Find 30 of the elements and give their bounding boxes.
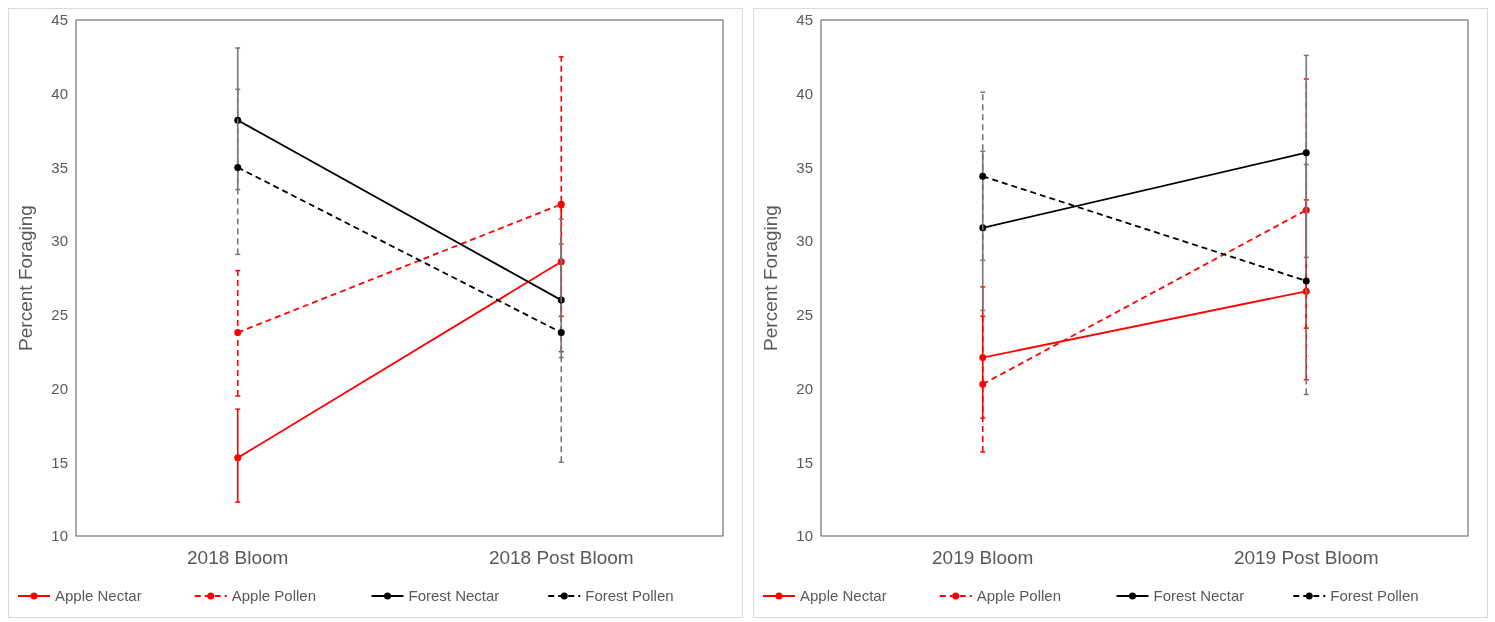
y-tick-label: 30 xyxy=(51,232,68,250)
y-axis-title: Percent Foraging xyxy=(15,205,36,351)
y-axis-title: Percent Foraging xyxy=(760,205,781,351)
x-tick-label: 2018 Post Bloom xyxy=(488,547,634,568)
legend-label: Apple Pollen xyxy=(231,587,316,605)
y-tick-label: 30 xyxy=(796,232,813,250)
y-tick-label: 25 xyxy=(796,306,813,324)
y-tick-label: 35 xyxy=(51,158,68,176)
legend-label: Apple Nectar xyxy=(800,587,887,605)
y-tick-label: 20 xyxy=(796,379,813,397)
y-tick-label: 35 xyxy=(796,158,813,176)
legend-label: Forest Pollen xyxy=(1330,587,1419,605)
x-tick-label: 2019 Bloom xyxy=(932,547,1034,568)
x-tick-label: 2018 Bloom xyxy=(187,547,289,568)
legend-label: Apple Pollen xyxy=(976,587,1061,605)
x-tick-label: 2019 Post Bloom xyxy=(1233,547,1379,568)
y-tick-label: 45 xyxy=(51,11,68,29)
legend-label: Forest Pollen xyxy=(585,587,674,605)
y-tick-label: 15 xyxy=(51,453,68,471)
y-tick-label: 45 xyxy=(796,11,813,29)
y-tick-label: 40 xyxy=(51,84,68,102)
y-tick-label: 40 xyxy=(796,84,813,102)
legend-label: Forest Nectar xyxy=(1153,587,1245,605)
y-tick-label: 10 xyxy=(796,527,813,545)
y-tick-label: 20 xyxy=(51,379,68,397)
y-tick-label: 25 xyxy=(51,306,68,324)
y-tick-label: 15 xyxy=(796,453,813,471)
y-tick-label: 10 xyxy=(51,527,68,545)
legend-label: Forest Nectar xyxy=(408,587,500,605)
legend-label: Apple Nectar xyxy=(55,587,142,605)
